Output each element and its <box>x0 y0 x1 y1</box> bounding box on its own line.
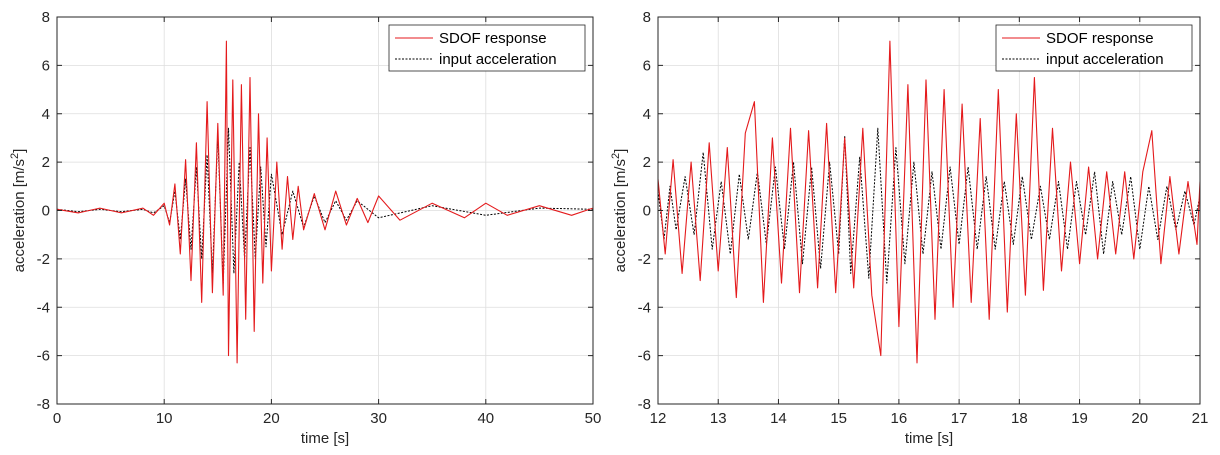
x-tick-label: 0 <box>53 410 61 427</box>
x-tick-label: 40 <box>477 410 494 427</box>
y-tick-label: -6 <box>37 348 50 365</box>
y-tick-label: 6 <box>42 57 50 74</box>
x-tick-label: 12 <box>650 410 667 427</box>
y-tick-label: -8 <box>37 396 50 413</box>
x-tick-label: 13 <box>710 410 727 427</box>
legend-box <box>995 24 1193 72</box>
y-tick-label: 0 <box>643 203 651 220</box>
y-tick-label: 2 <box>643 154 651 171</box>
x-tick-label: 30 <box>370 410 387 427</box>
x-tick-label: 21 <box>1192 410 1209 427</box>
x-tick-label: 18 <box>1011 410 1028 427</box>
legend-entry: input acceleration <box>1046 51 1164 68</box>
sdof-response-line <box>658 40 1200 364</box>
series-group <box>57 40 593 364</box>
y-tick-label: -8 <box>638 396 651 413</box>
sdof-response-line <box>57 40 593 364</box>
legend-entry: SDOF response <box>1046 30 1154 47</box>
x-tick-label: 50 <box>585 410 602 427</box>
y-tick-label: 0 <box>42 203 50 220</box>
y-tick-label: -2 <box>37 251 50 268</box>
y-tick-label: 6 <box>643 57 651 74</box>
y-tick-label: 4 <box>643 106 651 123</box>
x-tick-label: 20 <box>1131 410 1148 427</box>
right-plot-axes: 12 13 14 15 16 17 18 19 20 21 -8 -6 -4 -2 0 2 4 6 8 time [s… <box>610 9 1208 447</box>
y-tick-label: 8 <box>42 9 50 26</box>
x-tick-label: 17 <box>951 410 968 427</box>
x-tick-label: 15 <box>830 410 847 427</box>
legend-entry: SDOF response <box>439 30 547 47</box>
y-tick-label: 4 <box>42 106 50 123</box>
x-axis-label: time [s] <box>301 430 349 447</box>
y-tick-label: -6 <box>638 348 651 365</box>
y-tick-label: -2 <box>638 251 651 268</box>
x-tick-label: 14 <box>770 410 787 427</box>
y-tick-label: 8 <box>643 9 651 26</box>
x-tick-label: 10 <box>156 410 173 427</box>
legend-box <box>388 24 586 72</box>
y-axis-label: acceleration [m/s2] <box>9 149 28 273</box>
x-tick-label: 20 <box>263 410 280 427</box>
x-tick-label: 19 <box>1071 410 1088 427</box>
series-group <box>658 40 1200 364</box>
y-axis-label: acceleration [m/s2] <box>610 149 629 273</box>
left-plot-axes: 0 10 20 30 40 50 -8 -6 -4 -2 0 2 4 6 8 time [s] accelera… <box>9 9 601 447</box>
x-axis-label: time [s] <box>905 430 953 447</box>
x-tick-label: 16 <box>891 410 908 427</box>
legend-entry: input acceleration <box>439 51 557 68</box>
y-tick-label: -4 <box>638 299 651 316</box>
y-tick-label: -4 <box>37 299 50 316</box>
y-tick-label: 2 <box>42 154 50 171</box>
